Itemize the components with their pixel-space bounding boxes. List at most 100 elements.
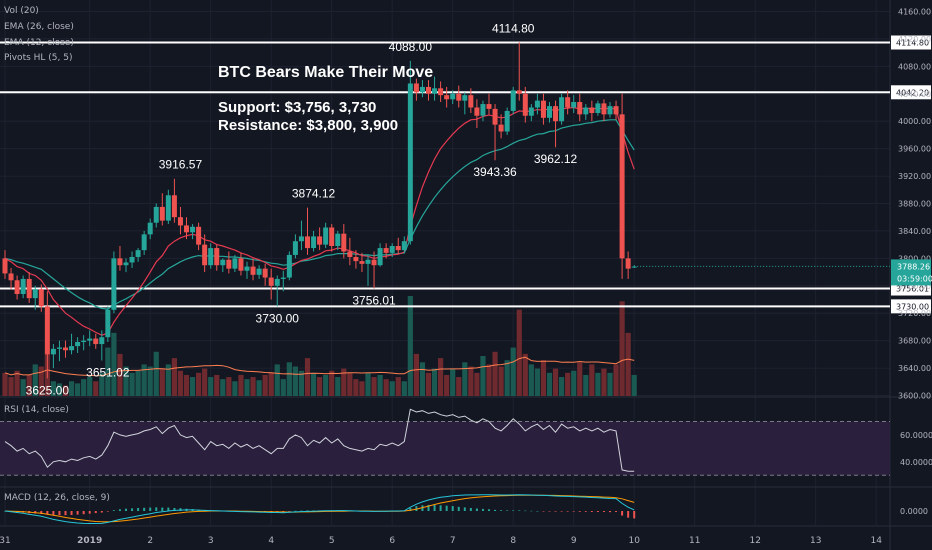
volume-bar [486, 364, 492, 396]
candle-body [232, 258, 238, 269]
candle-body [214, 248, 220, 266]
vol-indicator-label[interactable]: Vol (20) [4, 6, 39, 16]
candle-body [38, 289, 44, 307]
time-tick-label: 2019 [77, 536, 102, 546]
candle-body [383, 248, 389, 253]
volume-bar [619, 301, 625, 396]
volume-bar [444, 374, 450, 396]
price-tick-label: 3880.00 [898, 200, 931, 209]
macd-histogram-bar [627, 511, 630, 518]
volume-bar [341, 368, 347, 396]
macd-histogram-bar [76, 511, 79, 515]
volume-bar [244, 379, 250, 396]
macd-histogram-bar [143, 507, 146, 511]
macd-histogram-bar [70, 511, 73, 515]
volume-bar [347, 372, 353, 396]
candle-body [625, 258, 631, 269]
volume-bar [407, 296, 413, 396]
pivots-indicator-label[interactable]: Pivots HL (5, 5) [4, 53, 73, 63]
candle-body [547, 106, 552, 118]
macd-histogram-bar [633, 511, 636, 519]
macd-tick-label: 0.0000 [900, 507, 928, 516]
candle-body [359, 261, 365, 264]
volume-bar [256, 380, 262, 396]
volume-bar [456, 377, 462, 396]
level-value: 4042.20 [896, 88, 929, 97]
price-tick-label: 4000.00 [898, 117, 931, 126]
candle-body [250, 266, 256, 275]
price-tick-label: 3960.00 [898, 145, 931, 154]
candle-body [432, 88, 438, 94]
volume-bar [171, 358, 177, 396]
rsi-indicator-label[interactable]: RSI (14, close) [4, 405, 69, 415]
candle-body [26, 278, 32, 299]
macd-histogram-bar [282, 511, 285, 512]
volume-bar [50, 381, 56, 396]
pivot-label: 3756.01 [352, 294, 396, 308]
volume-bar [365, 372, 371, 396]
price-tick-label: 3720.00 [898, 309, 931, 318]
volume-bar [135, 370, 141, 396]
candle-body [8, 273, 14, 281]
volume-bar [498, 366, 504, 396]
macd-histogram-bar [100, 511, 103, 513]
volume-bar [304, 358, 311, 396]
pivot-label: 4114.80 [492, 21, 535, 35]
level-value: 4114.80 [896, 38, 929, 47]
price-tick-label: 3680.00 [898, 337, 931, 346]
macd-histogram-bar [125, 508, 127, 511]
volume-bar [159, 368, 165, 396]
volume-bar [528, 364, 534, 396]
macd-indicator-label[interactable]: MACD (12, 26, close, 9) [4, 493, 110, 503]
volume-bar [631, 374, 637, 396]
candle-body [99, 337, 105, 345]
price-tick-label: 3760.00 [898, 282, 931, 291]
candle-body [577, 102, 583, 115]
volume-bar [93, 381, 99, 396]
volume-bar [516, 309, 522, 396]
candle-body [553, 106, 559, 122]
time-tick-label: 6 [389, 536, 395, 546]
macd-histogram-bar [542, 511, 545, 512]
time-tick-label: 31 [0, 536, 11, 546]
candle-body [619, 114, 625, 259]
volume-bar [480, 356, 486, 396]
macd-histogram-bar [118, 509, 121, 511]
volume-bar [68, 381, 75, 396]
volume-bar [534, 368, 540, 396]
headline-title: BTC Bears Make Their Move [218, 64, 434, 81]
level-tag [891, 85, 931, 100]
volume-bar [371, 377, 377, 396]
macd-histogram-bar [584, 511, 587, 512]
candle-body [438, 88, 444, 96]
candle-body [522, 93, 528, 116]
time-tick-label: 14 [870, 536, 882, 546]
candle-body [147, 222, 153, 235]
candle-body [565, 97, 571, 108]
volume-ma-line [4, 356, 635, 377]
volume-bar [123, 366, 129, 396]
pivot-label: 3943.36 [473, 165, 517, 179]
macd-histogram-bar [294, 510, 297, 512]
level-tag [891, 35, 931, 50]
candle-body [323, 227, 329, 245]
candle-body [208, 248, 214, 266]
volume-bar [81, 379, 87, 396]
macd-histogram-bar [475, 508, 478, 511]
ema12-indicator-label[interactable]: EMA (12, close) [4, 38, 74, 48]
macd-histogram-bar [137, 507, 140, 511]
candle-body [540, 100, 546, 118]
volume-bar [571, 370, 577, 396]
candle-body [631, 266, 637, 268]
volume-bar [425, 372, 432, 396]
macd-histogram-bar [155, 507, 158, 511]
volume-bar [32, 364, 38, 396]
volume-bar [329, 370, 335, 396]
macd-line [4, 494, 635, 524]
price-tick-label: 4160.00 [898, 8, 931, 17]
volume-bar [546, 372, 553, 396]
volume-bar [552, 368, 559, 396]
candle-body [456, 93, 462, 101]
ema26-indicator-label[interactable]: EMA (26, close) [4, 22, 74, 32]
